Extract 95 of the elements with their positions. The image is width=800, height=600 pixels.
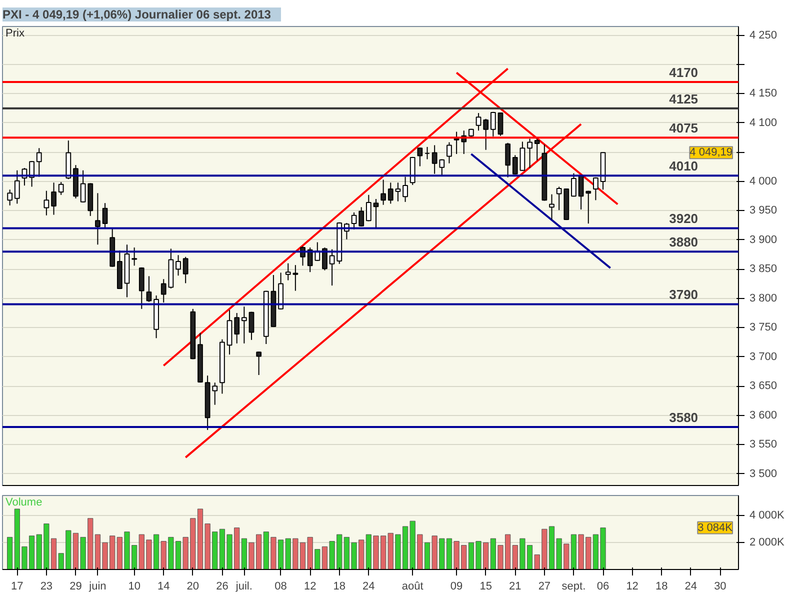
y-tick-label: 4 000 bbox=[750, 175, 778, 188]
ref-line-label: 3880 bbox=[669, 234, 698, 250]
x-tick-label: 29 bbox=[70, 580, 82, 592]
candlestick bbox=[476, 112, 482, 132]
ref-line-label: 3790 bbox=[669, 287, 698, 302]
candlestick bbox=[417, 147, 423, 167]
candlestick bbox=[146, 276, 152, 302]
candlestick bbox=[102, 202, 108, 228]
candlestick bbox=[58, 182, 64, 196]
candlestick bbox=[483, 118, 489, 150]
candlestick bbox=[358, 206, 364, 227]
candlestick bbox=[7, 189, 13, 206]
x-tick-label: 21 bbox=[509, 580, 522, 592]
x-tick-label: 18 bbox=[333, 580, 346, 592]
candlestick bbox=[498, 112, 504, 136]
candlestick bbox=[388, 182, 394, 204]
candlestick bbox=[234, 312, 240, 344]
y-tick-label: 2 000K bbox=[750, 536, 786, 549]
ref-line-label: 3920 bbox=[669, 211, 698, 226]
candlestick bbox=[51, 182, 56, 216]
candlestick bbox=[44, 190, 50, 216]
x-tick-label: 23 bbox=[40, 580, 53, 592]
y-tick-label: 4 150 bbox=[750, 88, 778, 100]
candlestick bbox=[132, 247, 138, 266]
candlestick bbox=[373, 198, 379, 229]
candlestick bbox=[176, 254, 181, 276]
y-tick-label: 3 700 bbox=[750, 350, 778, 363]
candlestick bbox=[329, 248, 335, 286]
candlestick bbox=[549, 194, 554, 220]
x-tick-label: 10 bbox=[128, 580, 140, 592]
x-tick-label: juin bbox=[88, 580, 106, 592]
y-tick-label: 3 550 bbox=[750, 438, 778, 451]
ref-line-label: 3580 bbox=[669, 410, 698, 426]
y-tick-label: 3 650 bbox=[750, 380, 778, 392]
candlestick bbox=[395, 182, 401, 202]
candlestick bbox=[14, 170, 20, 204]
y-tick-label: 4 100 bbox=[750, 116, 778, 129]
y-tick-label: 3 900 bbox=[750, 234, 778, 246]
y-tick-label: 4 000K bbox=[750, 510, 786, 522]
y-tick-label: 3 850 bbox=[750, 263, 778, 276]
candlestick bbox=[241, 306, 247, 344]
y-tick-label: 3 950 bbox=[750, 204, 778, 217]
ref-line-label: 4010 bbox=[669, 158, 698, 174]
x-tick-label: 12 bbox=[626, 580, 638, 592]
x-tick-label: 26 bbox=[216, 580, 228, 592]
bar bbox=[7, 536, 13, 570]
y-tick-label: 3 750 bbox=[750, 322, 778, 334]
x-tick-label: 24 bbox=[684, 580, 698, 592]
x-tick-label: 12 bbox=[304, 580, 316, 592]
x-tick-label: sept. bbox=[562, 580, 586, 592]
x-tick-label: août bbox=[402, 580, 424, 592]
x-tick-label: 06 bbox=[596, 580, 610, 592]
candlestick bbox=[586, 190, 592, 224]
candlestick bbox=[36, 148, 42, 178]
candlestick bbox=[571, 172, 576, 198]
candlestick bbox=[256, 351, 262, 376]
x-tick-label: 20 bbox=[186, 580, 200, 592]
candlestick bbox=[322, 247, 328, 271]
candlestick bbox=[95, 192, 100, 246]
candlestick bbox=[534, 138, 540, 161]
candlestick bbox=[520, 141, 526, 172]
candlestick bbox=[138, 266, 144, 310]
x-tick-label: 08 bbox=[274, 580, 287, 592]
chart-title: PXI - 4 049,19 (+1,06%) Journalier 06 sept. 2013 bbox=[2, 8, 272, 22]
y-tick-label: 4 250 bbox=[750, 29, 778, 42]
x-tick-label: 09 bbox=[450, 580, 463, 592]
candlestick bbox=[505, 142, 511, 178]
candlestick bbox=[351, 212, 357, 230]
x-tick-label: 27 bbox=[538, 580, 551, 592]
y-tick-label: 3 800 bbox=[750, 292, 778, 304]
y-tick-label: 3 600 bbox=[750, 409, 778, 422]
candlestick bbox=[182, 256, 188, 284]
candlestick bbox=[490, 111, 496, 137]
candlestick bbox=[454, 131, 460, 154]
candlestick bbox=[446, 142, 452, 164]
x-tick-label: 18 bbox=[655, 580, 668, 592]
x-tick-label: 14 bbox=[157, 580, 170, 592]
x-tick-label: juil. bbox=[234, 580, 252, 592]
y-tick-label: 3 500 bbox=[750, 468, 778, 480]
y-axis-title: Volume bbox=[6, 496, 42, 508]
candlestick bbox=[402, 176, 408, 202]
x-tick-label: 24 bbox=[362, 580, 375, 592]
candlestick bbox=[366, 194, 372, 222]
candlestick bbox=[380, 179, 386, 206]
y-axis-title: Prix bbox=[6, 28, 25, 40]
candlestick bbox=[512, 154, 518, 175]
x-tick-label: 17 bbox=[11, 580, 24, 592]
x-tick-label: 15 bbox=[480, 580, 492, 592]
x-tick-label: 30 bbox=[714, 580, 726, 592]
ref-line-label: 4170 bbox=[669, 65, 698, 80]
ref-line-label: 4125 bbox=[669, 91, 698, 106]
ref-line-label: 4075 bbox=[669, 120, 698, 136]
candlestick bbox=[527, 138, 532, 168]
candlestick bbox=[592, 176, 598, 201]
candlestick bbox=[248, 311, 254, 340]
